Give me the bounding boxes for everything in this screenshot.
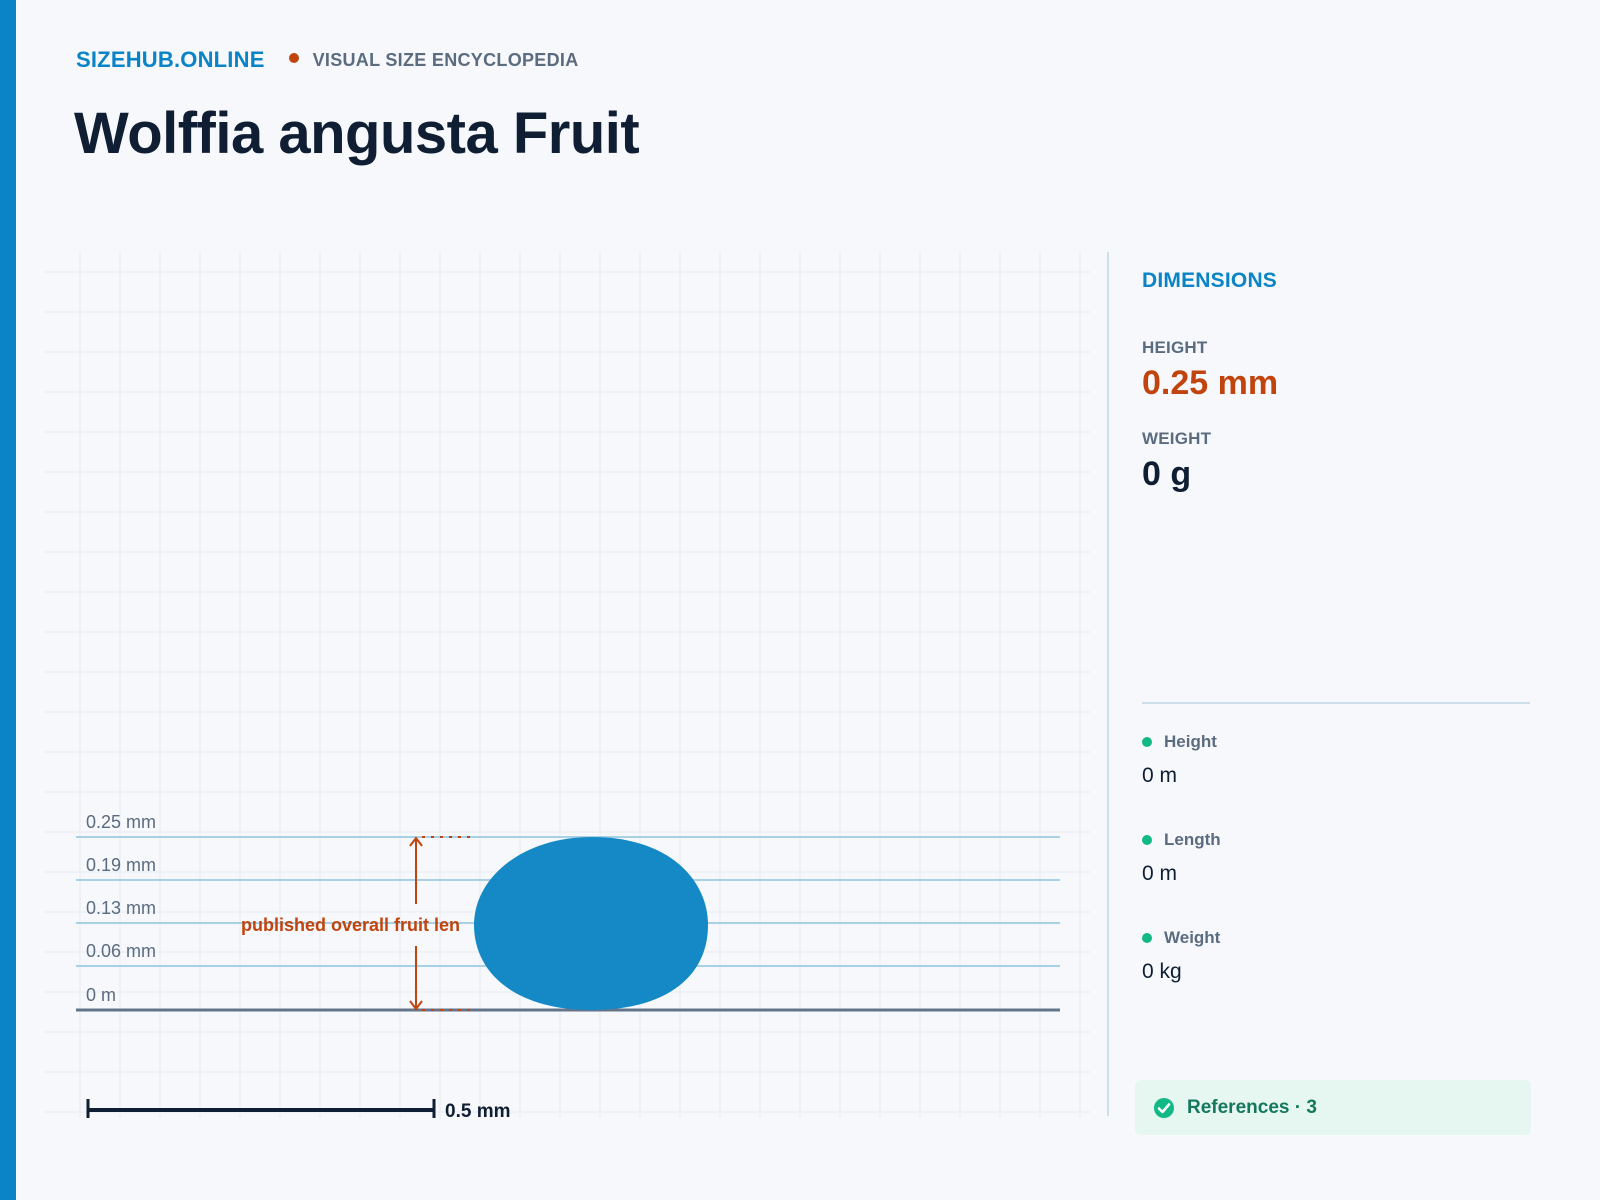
panel-divider — [1107, 252, 1109, 1116]
tick-label: 0 m — [86, 985, 116, 1005]
references-label: References · 3 — [1187, 1096, 1317, 1118]
site-tagline: VISUAL SIZE ENCYCLOPEDIA — [312, 49, 579, 70]
tick-label: 0.19 mm — [86, 855, 156, 875]
height-label: HEIGHT — [1142, 338, 1208, 357]
height-annotation-label: published overall fruit len — [241, 915, 460, 935]
metric-weight: Weight 0 kg — [1142, 928, 1522, 984]
arrow-head-top — [409, 836, 423, 847]
diagram-canvas: 0.25 mm 0.19 mm 0.13 mm 0.06 mm 0 m publ… — [44, 250, 1090, 1118]
metric-label: Height — [1164, 732, 1217, 751]
accent-sidebar-strip — [0, 0, 16, 1200]
check-circle-icon — [1154, 1097, 1174, 1118]
status-dot-icon — [1142, 737, 1152, 747]
metric-value: 0 kg — [1142, 960, 1182, 983]
metric-label: Weight — [1164, 928, 1221, 947]
tick-label: 0.06 mm — [86, 941, 156, 961]
tick-label: 0.13 mm — [86, 898, 156, 918]
metric-length: Length 0 m — [1142, 830, 1522, 886]
metric-label: Length — [1164, 830, 1221, 849]
site-header: SIZEHUB.ONLINE VISUAL SIZE ENCYCLOPEDIA — [76, 47, 579, 73]
status-dot-icon — [1142, 933, 1152, 943]
arrow-head-bottom — [409, 1000, 423, 1011]
panel-title: DIMENSIONS — [1142, 269, 1278, 292]
scale-bar: 0.5 mm — [86, 1099, 510, 1118]
scale-bar-label: 0.5 mm — [445, 1101, 510, 1118]
fruit-silhouette — [474, 837, 708, 1010]
weight-label: WEIGHT — [1142, 429, 1212, 448]
metric-value: 0 m — [1142, 862, 1178, 885]
page-title: Wolffia angusta Fruit — [74, 101, 640, 166]
metric-value: 0 m — [1142, 764, 1178, 787]
height-dimension-arrow — [409, 836, 470, 1011]
metric-height: Height 0 m — [1142, 732, 1522, 788]
status-dot-icon — [1142, 835, 1152, 845]
tick-labels: 0.25 mm 0.19 mm 0.13 mm 0.06 mm 0 m — [86, 812, 156, 1005]
panel-separator — [1142, 702, 1530, 704]
site-brand-link[interactable]: SIZEHUB.ONLINE — [76, 47, 265, 72]
references-button[interactable]: References · 3 — [1135, 1080, 1531, 1135]
height-value: 0.25 mm — [1142, 364, 1279, 402]
tick-label: 0.25 mm — [86, 812, 156, 832]
size-comparison-diagram: 0.25 mm 0.19 mm 0.13 mm 0.06 mm 0 m publ… — [44, 250, 1090, 1118]
separator-dot — [288, 53, 299, 63]
weight-value: 0 g — [1142, 455, 1192, 493]
